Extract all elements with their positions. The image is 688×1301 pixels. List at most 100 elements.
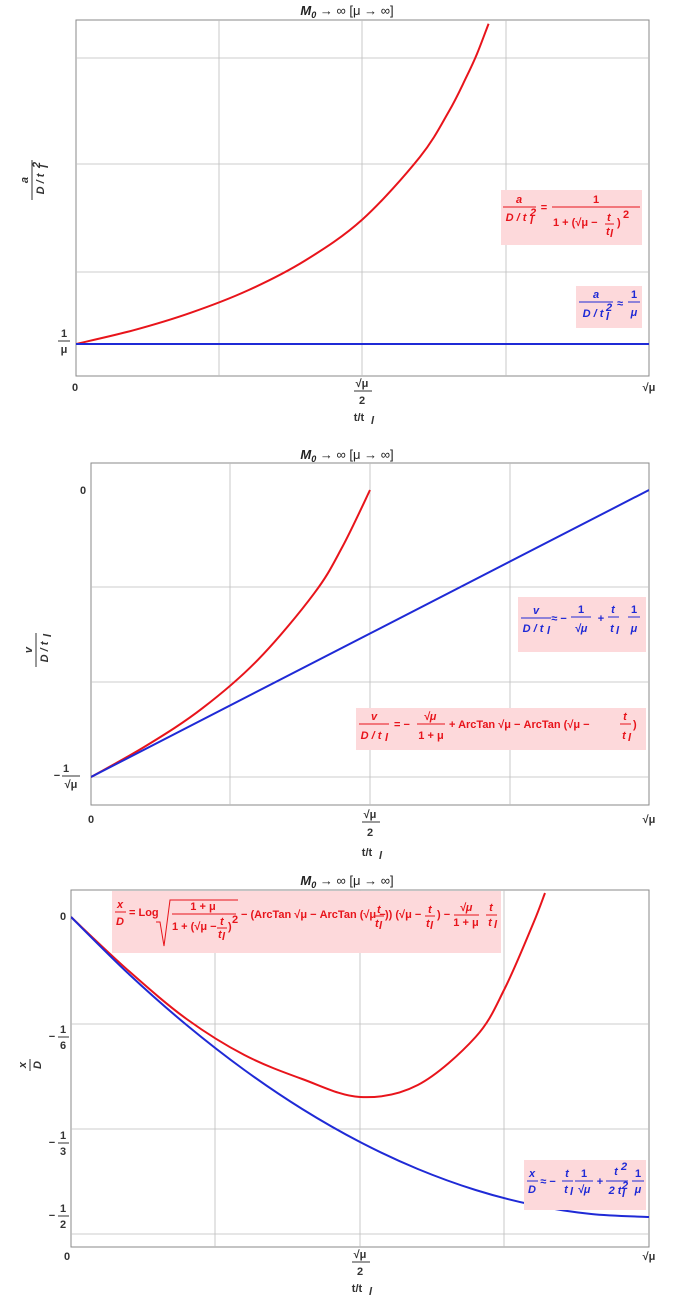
svg-text:l: l: [606, 311, 610, 323]
velocity-chart: M0 → ∞ [μ → ∞] 0 √μ 2 √μ t/t l 0 1 −: [23, 447, 655, 862]
svg-text:t: t: [218, 929, 223, 941]
svg-text:D / t: D / t: [506, 212, 528, 224]
svg-text:+: +: [597, 1176, 603, 1188]
svg-text:D / t: D / t: [361, 730, 383, 742]
svg-text:x: x: [17, 1061, 29, 1069]
svg-text:1 + μ: 1 + μ: [418, 730, 443, 742]
exact-formula-label: v D / t l = − √μ 1 + μ + ArcTan √μ − Arc…: [356, 708, 646, 750]
svg-text:t: t: [565, 1168, 570, 1180]
svg-text:l: l: [610, 228, 614, 240]
svg-text:μ: μ: [630, 307, 638, 319]
svg-text:D: D: [32, 1061, 44, 1069]
svg-text:μ: μ: [630, 623, 638, 635]
svg-text:t: t: [428, 904, 433, 916]
svg-text:√μ: √μ: [356, 378, 369, 390]
svg-text:l: l: [39, 164, 51, 168]
svg-text:t: t: [611, 604, 616, 616]
svg-text:μ: μ: [61, 344, 68, 356]
svg-text:≈: ≈: [617, 298, 623, 310]
svg-text:6: 6: [60, 1040, 66, 1052]
svg-text:D / t: D / t: [583, 308, 605, 320]
y-tick-label: 1 − 3: [49, 1130, 69, 1158]
svg-text:l: l: [371, 415, 375, 427]
y-tick-label: 1 − 6: [49, 1024, 69, 1052]
x-axis-label: t/t l: [362, 847, 383, 862]
exact-formula-label: a D / t 2 l = 1 1 + (√μ − t t l ) 2: [501, 190, 642, 245]
svg-text:2: 2: [359, 395, 365, 407]
exact-curve: [76, 23, 490, 345]
svg-text:x: x: [116, 899, 124, 911]
svg-text:1: 1: [60, 1024, 66, 1036]
svg-text:2: 2: [367, 827, 373, 839]
svg-text:l: l: [622, 1188, 626, 1200]
y-tick-label: 0: [60, 911, 66, 923]
svg-text:l: l: [530, 215, 534, 227]
svg-text:l: l: [379, 920, 383, 932]
svg-text:D / t: D / t: [523, 623, 545, 635]
svg-text:1: 1: [581, 1168, 587, 1180]
svg-text:−: −: [54, 770, 60, 782]
svg-text:t: t: [488, 917, 493, 929]
svg-text:2: 2: [31, 162, 43, 169]
svg-text:D: D: [528, 1184, 536, 1196]
x-tick-label: √μ: [643, 814, 656, 826]
svg-text:2: 2: [357, 1266, 363, 1278]
y-tick-label: 0: [80, 485, 86, 497]
svg-text:t/t: t/t: [354, 412, 365, 424]
svg-text:l: l: [369, 1286, 373, 1298]
svg-text:1: 1: [635, 1168, 641, 1180]
svg-text:)) (√μ −: )) (√μ −: [385, 909, 421, 921]
y-tick-label: 1 μ: [58, 328, 70, 356]
exact-curve: [71, 892, 546, 1099]
svg-text:t/t: t/t: [352, 1283, 363, 1295]
svg-text:√μ: √μ: [424, 711, 437, 723]
svg-text:−: −: [49, 1031, 55, 1043]
svg-text:−: −: [49, 1210, 55, 1222]
plot-frame: [75, 19, 650, 377]
svg-text:2: 2: [232, 914, 238, 926]
x-tick-label: 0: [72, 382, 78, 394]
svg-text:1: 1: [60, 1130, 66, 1142]
svg-text:t: t: [622, 730, 627, 742]
svg-text:1 + (√μ −: 1 + (√μ −: [553, 217, 598, 229]
svg-text:l: l: [570, 1186, 574, 1198]
svg-text:t: t: [606, 226, 611, 238]
y-axis-label: x D: [17, 1059, 44, 1071]
x-axis-label: t/t l: [352, 1283, 373, 1298]
svg-text:1: 1: [631, 289, 637, 301]
svg-text:1 + (√μ −: 1 + (√μ −: [172, 921, 217, 933]
svg-text:1: 1: [593, 194, 599, 206]
svg-text:t: t: [375, 918, 380, 930]
svg-text:2 t: 2 t: [608, 1185, 623, 1197]
svg-text:= Log: = Log: [129, 907, 159, 919]
svg-text:l: l: [494, 919, 498, 931]
svg-text:l: l: [547, 625, 551, 637]
svg-text:=: =: [541, 202, 547, 214]
svg-text:1 + μ: 1 + μ: [190, 901, 215, 913]
svg-text:t: t: [614, 1166, 619, 1178]
chart-title: M0 → ∞ [μ → ∞]: [300, 3, 393, 20]
svg-text:≈ −: ≈ −: [540, 1176, 556, 1188]
x-axis-label: t/t l: [354, 412, 375, 427]
svg-text:1: 1: [61, 328, 67, 340]
approx-formula-label: a D / t 2 l ≈ 1 μ: [576, 286, 642, 328]
svg-text:− (ArcTan √μ − ArcTan (√μ −: − (ArcTan √μ − ArcTan (√μ −: [241, 909, 386, 921]
svg-text:t: t: [564, 1184, 569, 1196]
svg-text:l: l: [430, 920, 434, 932]
position-chart: M0 → ∞ [μ → ∞] 0 √μ 2 √μ t/t l 0 1 −: [17, 873, 655, 1298]
chart-title: M0 → ∞ [μ → ∞]: [300, 873, 393, 890]
svg-text:= −: = −: [394, 719, 410, 731]
svg-text:+: +: [598, 613, 604, 625]
svg-text:≈ −: ≈ −: [551, 613, 567, 625]
svg-text:√μ: √μ: [65, 779, 78, 791]
acceleration-chart: M0 → ∞ [μ → ∞] 0 √μ 2 √μ t/t l 1: [19, 3, 655, 427]
svg-text:√μ: √μ: [578, 1184, 591, 1196]
x-tick-label: 0: [88, 814, 94, 826]
svg-text:D / t: D / t: [39, 640, 51, 662]
svg-text:v: v: [371, 711, 378, 723]
svg-text:a: a: [593, 289, 599, 301]
svg-text:√μ: √μ: [354, 1249, 367, 1261]
svg-text:t: t: [377, 904, 382, 916]
svg-text:l: l: [616, 625, 620, 637]
svg-text:t: t: [623, 711, 628, 723]
